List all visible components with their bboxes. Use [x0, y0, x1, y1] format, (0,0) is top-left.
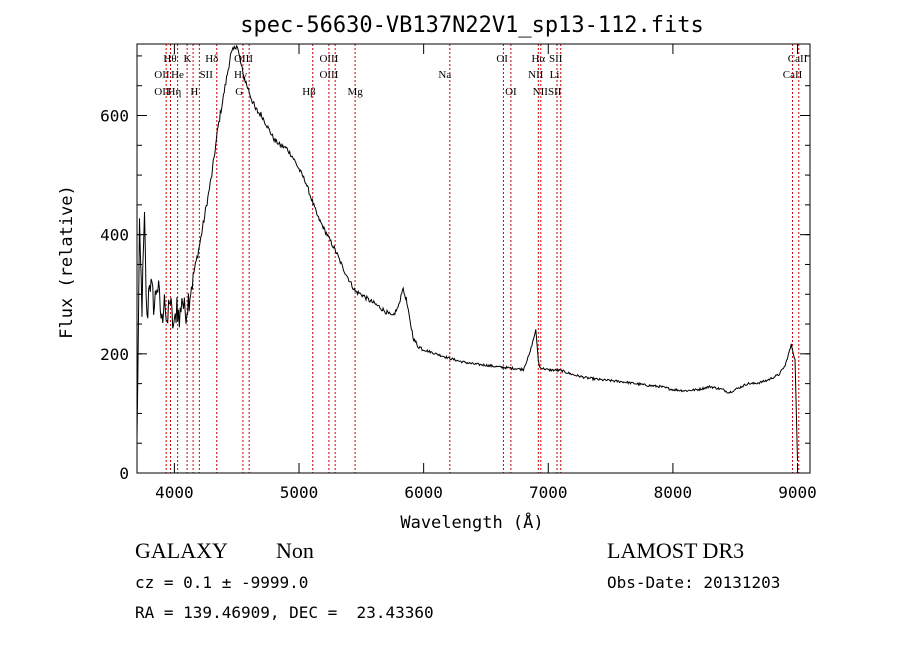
x-tick-label: 7000	[529, 483, 568, 502]
x-tick-label: 8000	[654, 483, 693, 502]
line-label: OIII	[319, 53, 338, 65]
y-tick-label: 400	[100, 226, 129, 245]
line-label: Mg	[347, 86, 363, 98]
line-label: G	[235, 86, 243, 98]
line-label: OII	[154, 69, 170, 81]
line-label: NII	[528, 69, 544, 81]
x-tick-label: 9000	[778, 483, 817, 502]
line-label: Hθ	[163, 53, 176, 65]
x-tick-label: 4000	[155, 483, 194, 502]
line-label: K	[183, 53, 191, 65]
redshift-cz: cz = 0.1 ± -9999.0	[135, 573, 309, 592]
object-class: GALAXY	[135, 538, 228, 563]
x-tick-label: 6000	[404, 483, 443, 502]
coordinates: RA = 139.46909, DEC = 23.43360	[135, 603, 434, 622]
line-markers	[165, 44, 800, 473]
line-label: Na	[438, 69, 451, 81]
y-axis-label: Flux (relative)	[57, 185, 77, 339]
line-label: OIII	[319, 69, 338, 81]
survey-name: LAMOST DR3	[607, 538, 745, 563]
chart-title: spec-56630-VB137N22V1_sp13-112.fits	[240, 13, 704, 38]
x-axis-label: Wavelength (Å)	[400, 511, 543, 533]
line-label: Hβ	[302, 86, 316, 98]
line-label: Hη	[168, 86, 182, 98]
line-label: OI	[496, 53, 508, 65]
line-label: Hα	[531, 53, 545, 65]
obs-date: Obs-Date: 20131203	[607, 573, 781, 592]
line-label: H	[190, 86, 198, 98]
series-layer	[136, 44, 798, 462]
plot-frame	[136, 43, 811, 474]
line-label: OIII	[234, 53, 253, 65]
line-label: NIISII	[533, 86, 562, 98]
x-tick-label: 5000	[280, 483, 319, 502]
line-label: OII	[154, 86, 170, 98]
line-label: CaII	[783, 69, 803, 81]
y-tick-label: 600	[100, 107, 129, 126]
line-label: OI	[505, 86, 517, 98]
line-label: Li	[550, 69, 560, 81]
line-label: SII	[549, 53, 563, 65]
y-tick-label: 200	[100, 345, 129, 364]
line-label: CaII	[788, 53, 808, 65]
series-line-spectrum	[136, 44, 798, 462]
axis-ticks: 4000 5000 6000 7000 8000 9000 0 200 400 600	[100, 44, 817, 502]
line-label: Hδ	[205, 53, 218, 65]
y-tick-label: 0	[119, 464, 129, 483]
line-label: SII	[199, 69, 213, 81]
object-subclass: Non	[276, 538, 314, 563]
line-label: He	[171, 69, 184, 81]
